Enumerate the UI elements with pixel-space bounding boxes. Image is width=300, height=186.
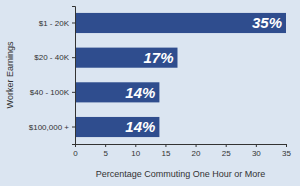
tick: 30	[252, 144, 261, 158]
tick: $20 - 40K	[34, 53, 75, 62]
tick-label: $20 - 40K	[34, 53, 69, 62]
tick-mark	[72, 57, 75, 58]
y-axis: $1 - 20K $20 - 40K $40 - 100K $100,000 +	[29, 7, 76, 145]
bar	[75, 13, 286, 33]
axis-line	[72, 7, 76, 145]
tick: 35	[282, 144, 291, 158]
tick-label: 10	[131, 149, 140, 158]
tick-label: 15	[161, 149, 170, 158]
tick: 0	[73, 144, 78, 158]
tick: 5	[103, 144, 108, 158]
tick: 25	[222, 144, 231, 158]
plot: 0 5 10 15 20 25 30 35 $1 - 20K $20 - 40K $40 - 100…	[29, 7, 292, 158]
tick-mark	[165, 144, 166, 147]
tick-mark	[72, 22, 75, 23]
data-label: 17%	[143, 49, 173, 66]
y-axis-title: Worker Earnings	[5, 41, 15, 108]
tick-mark	[72, 92, 75, 93]
tick-label: $1 - 20K	[39, 19, 70, 28]
x-axis: 0 5 10 15 20 25 30 35	[73, 144, 291, 158]
tick-mark	[256, 144, 257, 147]
tick: $100,000 +	[29, 123, 75, 132]
data-labels: 35% 17% 14% 14%	[125, 14, 282, 135]
bar	[75, 48, 177, 68]
bar	[75, 82, 159, 102]
tick-mark	[226, 144, 227, 147]
data-label: 14%	[125, 118, 155, 135]
tick-label: 20	[192, 149, 201, 158]
chart: 0 5 10 15 20 25 30 35 $1 - 20K $20 - 40K $40 - 100…	[0, 0, 300, 186]
axis-line	[76, 145, 287, 148]
x-axis-title: Percentage Commuting One Hour or More	[96, 169, 266, 179]
tick-label: 25	[222, 149, 231, 158]
tick-label: $40 - 100K	[30, 88, 70, 97]
tick-mark	[135, 144, 136, 147]
tick-label: 0	[73, 149, 78, 158]
tick-mark	[196, 144, 197, 147]
tick-label: 5	[103, 149, 108, 158]
bar	[75, 117, 159, 137]
tick: 15	[161, 144, 170, 158]
tick-label: 35	[282, 149, 291, 158]
data-label: 14%	[125, 84, 155, 101]
bars	[75, 13, 286, 137]
tick: $1 - 20K	[39, 19, 75, 28]
tick: 10	[131, 144, 140, 158]
tick-mark	[72, 127, 75, 128]
tick-label: 30	[252, 149, 261, 158]
data-label: 35%	[252, 14, 282, 31]
tick: 20	[192, 144, 201, 158]
tick-label: $100,000 +	[29, 123, 70, 132]
tick-mark	[286, 144, 287, 147]
background	[0, 0, 300, 186]
tick: $40 - 100K	[30, 88, 75, 97]
tick-mark	[105, 144, 106, 147]
